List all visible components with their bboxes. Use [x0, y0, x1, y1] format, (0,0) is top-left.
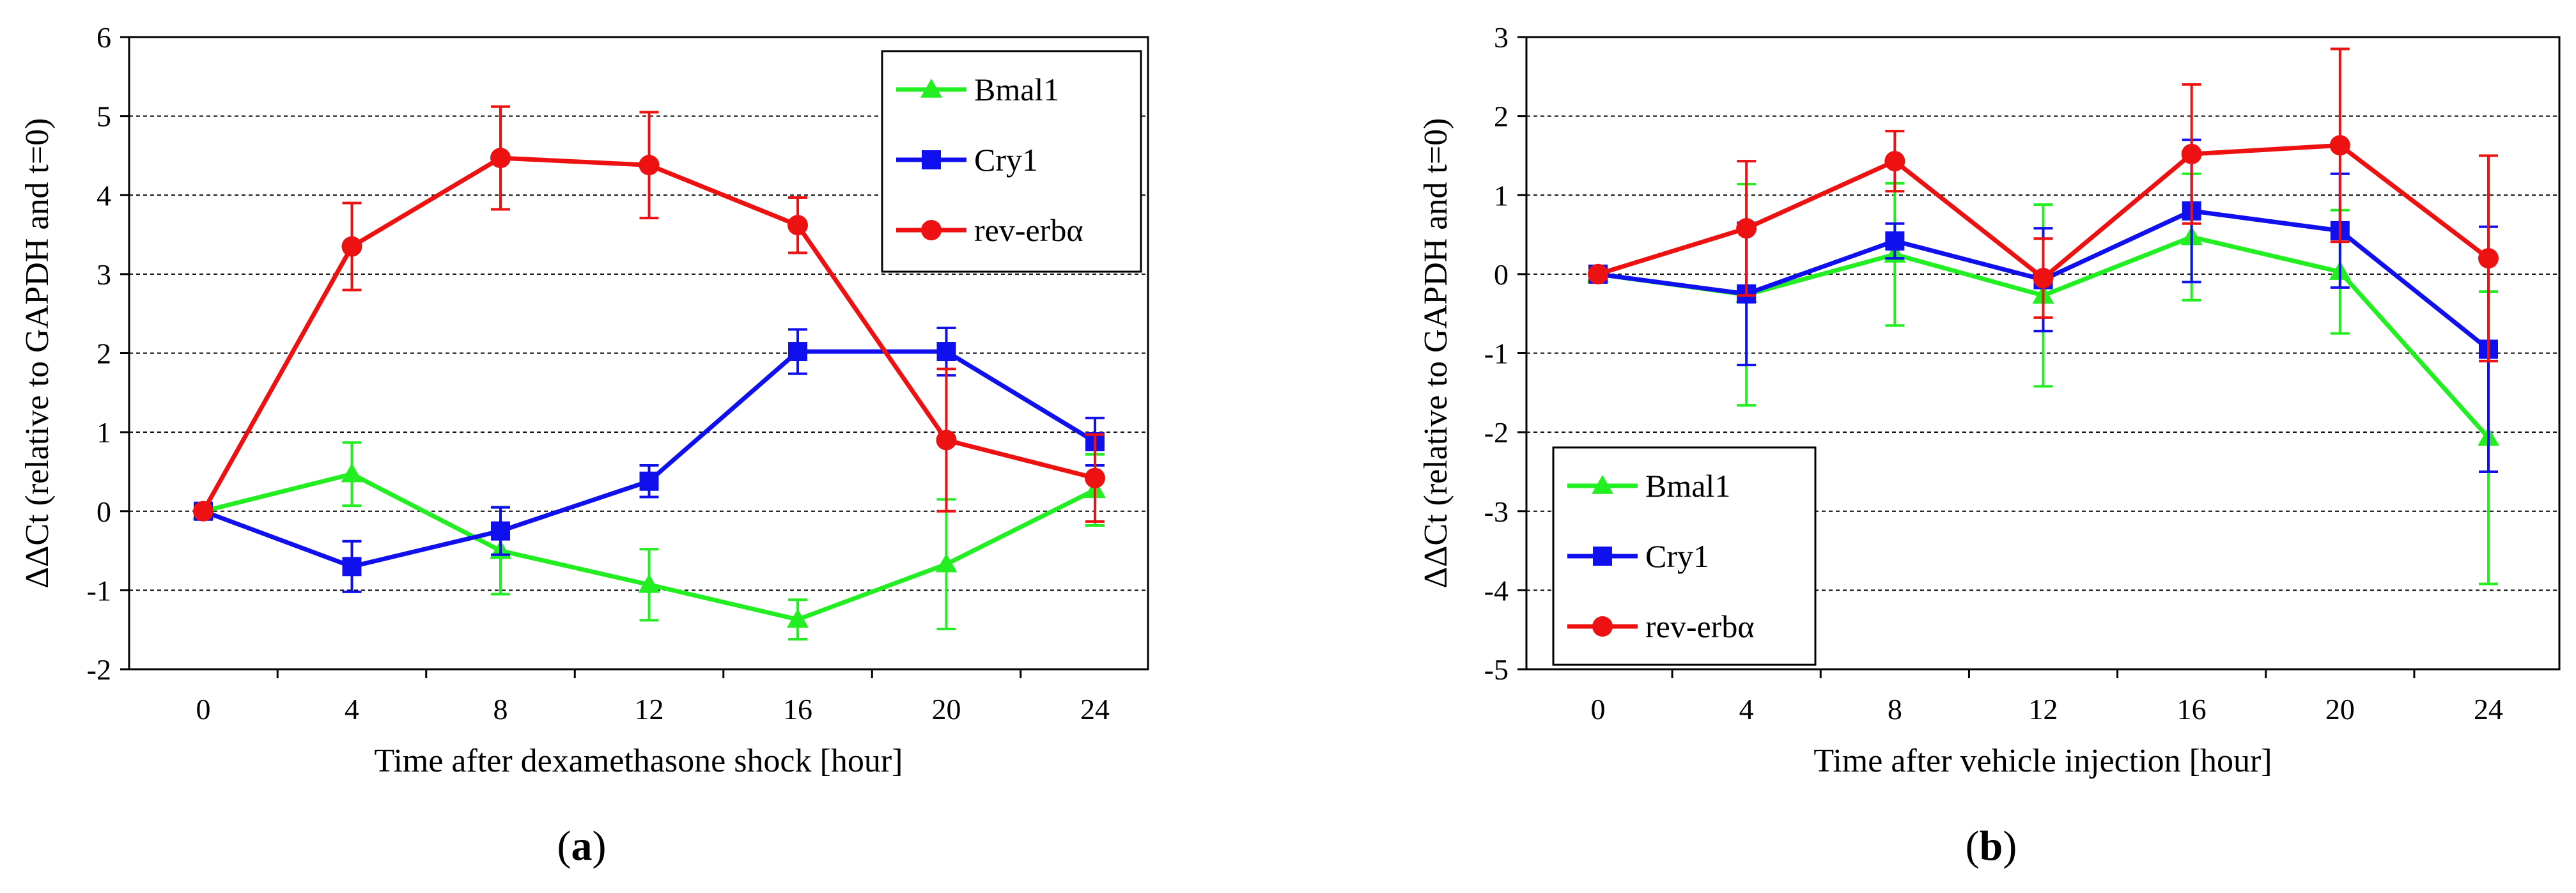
- legend: Bmal1 Cry1 rev-erbα: [881, 50, 1142, 273]
- legend-swatch-marker: [922, 150, 941, 169]
- legend-swatch-marker: [1592, 475, 1613, 494]
- y-tick-label: -1: [87, 574, 111, 607]
- legend-swatch-marker: [921, 220, 942, 240]
- x-tick-label: 12: [635, 693, 664, 726]
- data-point: [2033, 268, 2054, 289]
- panel-label: (b): [1966, 823, 2017, 869]
- y-tick-label: 3: [1494, 21, 1509, 54]
- series-rev-erbα: [1588, 47, 2499, 362]
- legend-label: rev-erbα: [1645, 609, 1755, 644]
- data-point: [2329, 135, 2350, 156]
- series-rev-erbα: [193, 105, 1105, 523]
- data-point: [342, 557, 362, 577]
- legend-label: rev-erbα: [974, 212, 1083, 248]
- x-tick-label: 24: [1080, 693, 1110, 726]
- y-tick-label: -1: [1484, 338, 1509, 370]
- x-tick-label: 12: [2029, 693, 2058, 726]
- x-tick-label: 20: [2325, 693, 2355, 726]
- y-tick-label: 2: [97, 338, 111, 370]
- x-axis-title: Time after dexamethasone shock [hour]: [375, 743, 903, 779]
- y-tick-label: 0: [97, 495, 111, 528]
- y-axis-title: ΔΔCt (relative to GAPDH and t=0): [19, 118, 56, 589]
- y-tick-label: -3: [1484, 495, 1509, 528]
- y-tick-label: 4: [97, 179, 111, 212]
- data-point: [935, 553, 958, 573]
- x-tick-label: 0: [196, 693, 211, 726]
- y-tick-label: 3: [97, 258, 111, 291]
- data-point: [341, 463, 363, 483]
- data-point: [1885, 231, 1905, 251]
- y-tick-label: -2: [87, 653, 111, 686]
- data-point: [638, 573, 660, 593]
- x-tick-label: 8: [1888, 693, 1902, 726]
- y-tick-label: -5: [1484, 653, 1509, 686]
- data-point: [788, 215, 808, 236]
- data-point: [936, 430, 957, 451]
- x-axis-title: Time after vehicle injection [hour]: [1813, 743, 2272, 779]
- y-tick-label: -2: [1484, 416, 1509, 449]
- legend-swatch-marker: [1592, 616, 1613, 637]
- series-line: [202, 349, 1096, 569]
- legend: Bmal1 Cry1 rev-erbα: [1552, 446, 1817, 666]
- data-point: [341, 236, 362, 257]
- y-tick-label: -4: [1484, 574, 1509, 607]
- legend-label: Cry1: [974, 142, 1038, 178]
- y-tick-label: 1: [97, 416, 111, 449]
- y-tick-label: 0: [1494, 258, 1509, 291]
- x-tick-label: 8: [493, 693, 508, 726]
- panel-label: (a): [557, 823, 607, 869]
- legend-label: Bmal1: [974, 72, 1059, 107]
- x-tick-label: 4: [1739, 693, 1754, 726]
- y-tick-label: 6: [97, 21, 111, 54]
- y-tick-label: 5: [97, 100, 111, 133]
- x-tick-label: 16: [783, 693, 812, 726]
- data-point: [193, 501, 213, 522]
- legend-swatch-marker: [920, 79, 942, 98]
- data-point: [936, 342, 956, 362]
- data-point: [639, 155, 660, 176]
- data-point: [490, 148, 511, 169]
- data-point: [1085, 467, 1105, 488]
- data-point: [788, 342, 807, 362]
- x-tick-label: 16: [2177, 693, 2207, 726]
- y-tick-label: 2: [1494, 100, 1509, 133]
- y-axis-title: ΔΔCt (relative to GAPDH and t=0): [1418, 118, 1454, 589]
- data-point: [2181, 143, 2202, 164]
- data-point: [639, 471, 659, 491]
- legend-label: Bmal1: [1645, 468, 1730, 504]
- x-tick-label: 20: [932, 693, 961, 726]
- legend-swatch-marker: [1593, 547, 1612, 566]
- data-point: [1588, 263, 1608, 284]
- data-point: [1736, 218, 1757, 239]
- data-point: [787, 609, 809, 628]
- data-point: [1884, 151, 1905, 172]
- x-tick-label: 0: [1591, 693, 1606, 726]
- x-tick-label: 4: [345, 693, 359, 726]
- data-point: [2478, 248, 2499, 269]
- data-point: [491, 521, 510, 541]
- y-tick-label: 1: [1494, 179, 1509, 212]
- x-tick-label: 24: [2474, 693, 2503, 726]
- legend-label: Cry1: [1645, 538, 1709, 574]
